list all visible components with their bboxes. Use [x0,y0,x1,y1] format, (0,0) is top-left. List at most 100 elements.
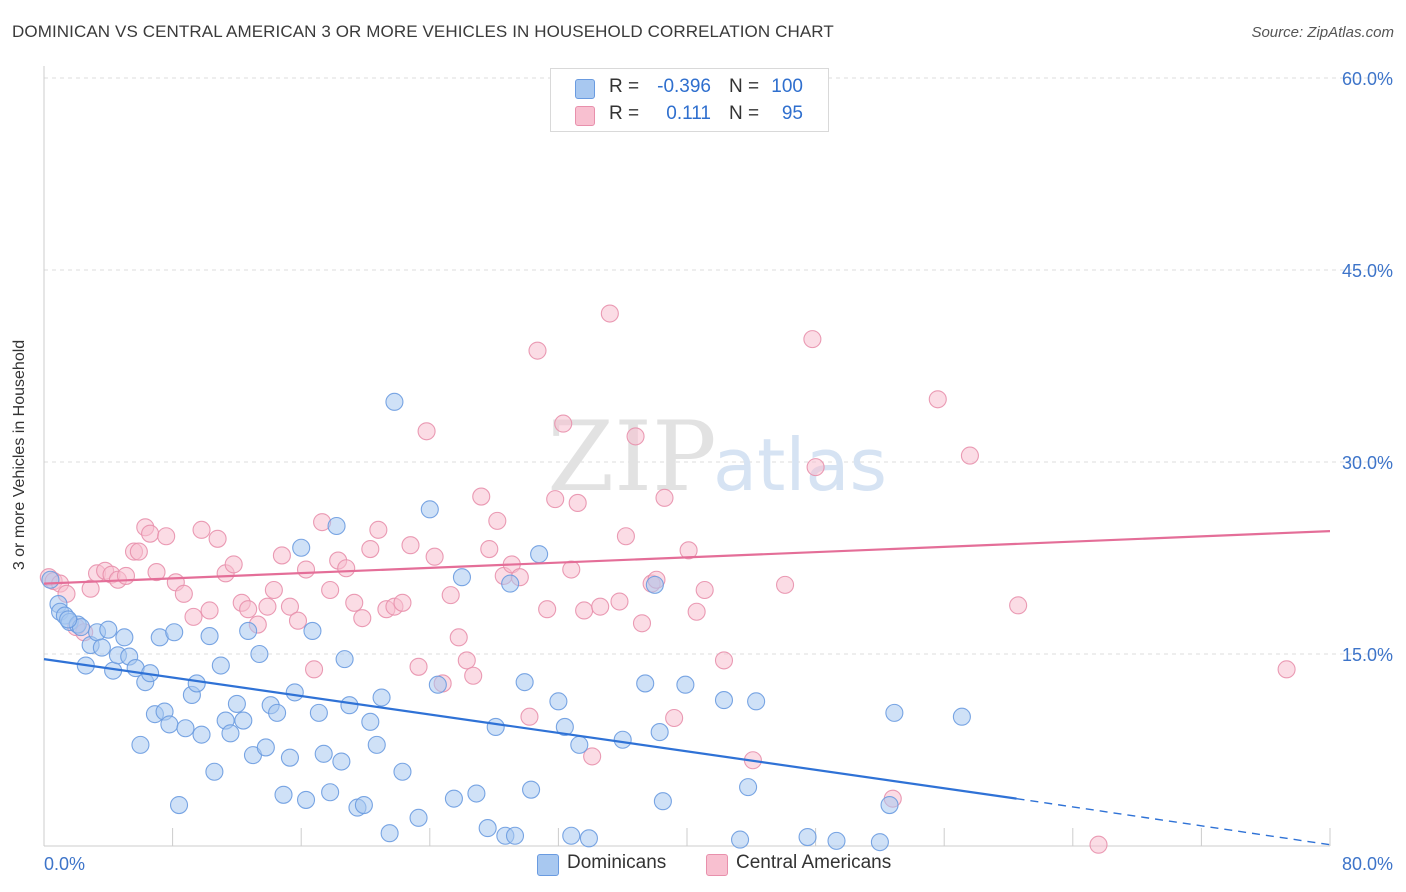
data-point-dominicans [676,675,695,694]
axes [43,66,1331,847]
data-point-central-americans [600,304,619,323]
chart-title: DOMINICAN VS CENTRAL AMERICAN 3 OR MORE … [12,22,834,41]
data-point-central-americans [353,609,372,628]
data-point-central-americans [224,555,243,574]
data-point-central-americans [369,520,388,539]
data-point-dominicans [570,735,589,754]
data-point-central-americans [425,547,444,566]
data-point-dominicans [562,826,581,845]
data-point-dominicans [380,824,399,843]
data-point-central-americans [480,539,499,559]
data-point-central-americans [147,563,166,582]
data-point-central-americans [538,600,557,619]
data-point-central-americans [803,330,822,349]
legend-swatch-central-americans [575,106,595,126]
legend-n-value: 95 [781,103,803,124]
data-points [39,304,1296,854]
data-point-central-americans [714,651,734,670]
data-point-central-americans [441,586,460,605]
data-point-dominicans [650,723,669,742]
data-point-central-americans [695,580,714,600]
legend-n-label: N = [729,103,760,124]
data-point-dominicans [187,674,206,693]
data-point-dominicans [234,711,253,730]
data-point-dominicans [501,574,520,593]
data-point-central-americans [337,559,356,578]
data-point-dominicans [361,712,380,731]
data-point-central-americans [776,575,795,594]
data-point-central-americans [554,414,573,433]
data-point-dominicans [332,752,351,771]
legend-row-central-americans: R = 0.111 N = 95 [551,100,828,128]
data-point-dominicans [730,830,750,849]
series-legend: Dominicans Central Americans [0,852,1406,878]
data-point-central-americans [361,539,380,559]
data-point-dominicans [274,785,293,804]
gridlines [44,77,1395,655]
data-point-dominicans [99,620,118,639]
data-point-dominicans [250,644,269,664]
data-point-dominicans [393,762,412,781]
data-point-dominicans [160,715,179,734]
data-point-dominicans [613,730,632,749]
data-point-central-americans [655,488,674,507]
data-point-central-americans [665,708,684,728]
data-point-central-americans [345,593,364,612]
data-point-dominicans [296,790,316,809]
data-point-central-americans [174,584,193,603]
data-point-central-americans [1009,596,1028,615]
legend-row-dominicans: R = -0.396 N = 100 [551,73,828,101]
data-point-central-americans [401,536,420,555]
data-point-central-americans [141,524,160,543]
data-point-dominicans [314,744,333,763]
y-tick-label: 60.0% [1342,69,1393,89]
x-tick-label: 80.0% [1342,854,1393,874]
data-point-dominicans [335,650,354,669]
data-point-dominicans [239,621,258,641]
data-point-central-americans [616,527,635,546]
data-point-central-americans [129,542,148,561]
data-point-dominicans [409,808,428,827]
data-point-dominicans [505,826,525,845]
tick-labels: 15.0% 30.0% 45.0% 60.0% 0.0% 80.0% [44,69,1393,874]
data-point-dominicans [522,780,541,799]
data-point-dominicans [340,696,359,715]
legend-r-value: -0.396 [657,76,711,97]
data-point-dominicans [645,575,664,594]
legend-label-central-americans: Central Americans [736,852,892,873]
legend-r-value: 0.111 [666,103,711,124]
trend-line-dominicans-extension [1016,797,1331,846]
data-point-central-americans [679,541,698,560]
data-point-dominicans [200,627,219,646]
legend: R = -0.396 N = 100 R = 0.111 N = 95 [550,68,829,132]
data-point-dominicans [515,673,534,692]
data-point-dominicans [870,833,889,852]
data-point-dominicans [798,827,817,847]
data-point-central-americans [449,628,468,647]
legend-swatch-dominicans [537,854,559,876]
legend-n-value: 100 [771,76,803,97]
data-point-dominicans [303,621,322,641]
data-point-dominicans [739,778,758,797]
data-point-dominicans [367,735,386,754]
data-point-dominicans [653,792,672,811]
data-point-central-americans [562,560,581,579]
data-point-central-americans [610,592,629,611]
data-point-dominicans [467,784,486,803]
data-point-central-americans [184,607,203,626]
y-tick-label: 30.0% [1342,453,1393,473]
data-point-central-americans [208,529,227,548]
data-point-dominicans [211,656,230,675]
data-point-central-americans [296,560,316,579]
data-point-dominicans [579,829,598,848]
data-point-central-americans [806,458,825,477]
data-point-dominicans [268,703,287,722]
data-point-central-americans [591,597,610,616]
data-point-dominicans [444,789,463,808]
data-point-central-americans [288,611,308,630]
data-point-dominicans [59,610,78,629]
data-point-central-americans [575,601,594,620]
data-point-dominicans [714,691,734,710]
x-tick-label: 0.0% [44,854,85,874]
